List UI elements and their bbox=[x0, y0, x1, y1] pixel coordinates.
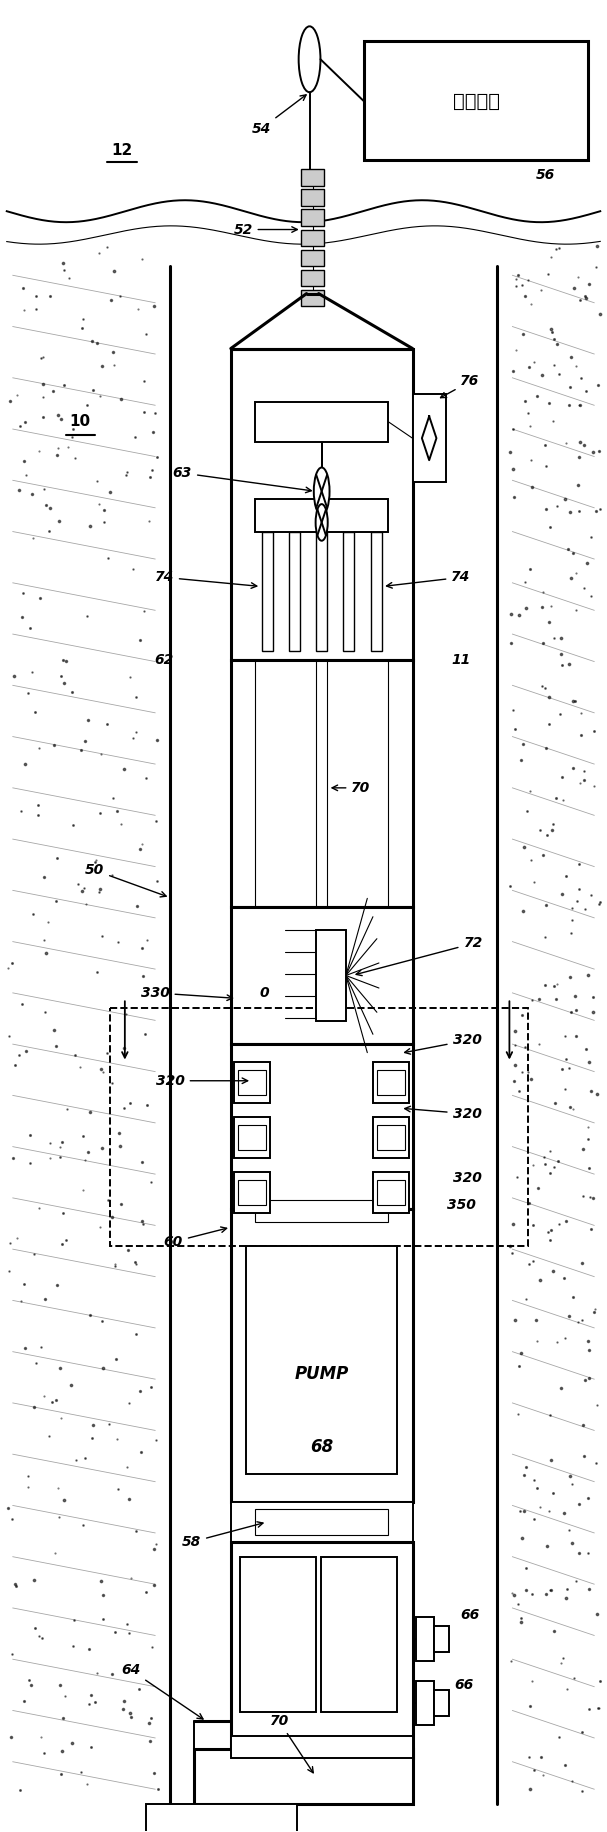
Bar bbox=[416, 1682, 434, 1726]
Text: 320: 320 bbox=[156, 1074, 248, 1088]
Bar bbox=[255, 1200, 388, 1222]
Text: 10: 10 bbox=[69, 414, 90, 429]
Bar bbox=[316, 531, 327, 650]
Bar bbox=[371, 531, 382, 650]
Text: 50: 50 bbox=[85, 863, 166, 898]
Bar bbox=[301, 189, 324, 205]
Text: 60: 60 bbox=[164, 1227, 226, 1249]
Circle shape bbox=[314, 467, 330, 515]
Bar bbox=[238, 1070, 266, 1096]
Bar bbox=[110, 1008, 527, 1246]
Bar bbox=[373, 1172, 410, 1213]
Bar bbox=[238, 1180, 266, 1205]
Text: 330: 330 bbox=[141, 986, 232, 1000]
Bar bbox=[289, 531, 300, 650]
Bar bbox=[255, 401, 388, 442]
Text: 58: 58 bbox=[182, 1522, 263, 1550]
Text: 350: 350 bbox=[447, 1198, 475, 1213]
Text: 11: 11 bbox=[452, 652, 470, 667]
Bar bbox=[373, 1118, 410, 1158]
Bar bbox=[378, 1125, 405, 1150]
Text: 72: 72 bbox=[356, 936, 483, 976]
Bar bbox=[378, 1180, 405, 1205]
Bar bbox=[231, 907, 413, 1044]
Bar bbox=[344, 531, 354, 650]
Text: 66: 66 bbox=[461, 1608, 480, 1623]
Bar bbox=[434, 1627, 449, 1652]
Text: 64: 64 bbox=[121, 1663, 203, 1718]
Text: 54: 54 bbox=[251, 95, 306, 136]
Text: 68: 68 bbox=[310, 1438, 333, 1456]
Text: 62: 62 bbox=[155, 652, 174, 667]
Bar bbox=[231, 1209, 413, 1502]
Bar bbox=[231, 1543, 413, 1759]
Bar bbox=[364, 40, 588, 159]
Bar bbox=[231, 1502, 413, 1543]
Bar bbox=[234, 1118, 270, 1158]
Text: 76: 76 bbox=[441, 374, 480, 398]
Bar bbox=[234, 1172, 270, 1213]
Bar bbox=[146, 1805, 297, 1832]
Bar bbox=[301, 209, 324, 225]
Text: 320: 320 bbox=[453, 1171, 481, 1185]
Bar bbox=[240, 1557, 316, 1713]
Text: 56: 56 bbox=[536, 167, 555, 181]
Bar bbox=[378, 1070, 405, 1096]
Text: 66: 66 bbox=[455, 1678, 473, 1693]
Polygon shape bbox=[422, 416, 436, 460]
Text: 320: 320 bbox=[405, 1107, 481, 1121]
Text: PUMP: PUMP bbox=[294, 1365, 349, 1383]
Polygon shape bbox=[231, 293, 413, 348]
Bar bbox=[246, 1246, 398, 1475]
Bar bbox=[321, 1557, 398, 1713]
Bar bbox=[231, 348, 413, 660]
Bar bbox=[373, 1063, 410, 1103]
Bar bbox=[255, 498, 388, 531]
Circle shape bbox=[316, 504, 328, 540]
Bar bbox=[413, 394, 446, 482]
Text: 地面设备: 地面设备 bbox=[453, 92, 500, 112]
Bar bbox=[231, 660, 413, 907]
Bar bbox=[234, 1063, 270, 1103]
Bar bbox=[316, 929, 346, 1020]
Text: 70: 70 bbox=[332, 780, 371, 795]
Bar bbox=[301, 229, 324, 245]
Text: 70: 70 bbox=[270, 1715, 313, 1773]
Text: 12: 12 bbox=[111, 143, 132, 158]
Text: 74: 74 bbox=[387, 570, 470, 588]
Bar bbox=[434, 1691, 449, 1717]
Bar bbox=[416, 1618, 434, 1662]
Text: 0: 0 bbox=[259, 986, 269, 1000]
Text: 320: 320 bbox=[405, 1033, 481, 1053]
Bar bbox=[194, 1750, 413, 1805]
Bar bbox=[255, 1510, 388, 1535]
Text: 74: 74 bbox=[155, 570, 257, 588]
Bar bbox=[231, 1044, 413, 1209]
Circle shape bbox=[299, 26, 320, 92]
Bar bbox=[238, 1125, 266, 1150]
Text: 63: 63 bbox=[173, 465, 311, 493]
Bar bbox=[231, 1737, 413, 1759]
Bar bbox=[301, 289, 324, 306]
Bar bbox=[301, 249, 324, 266]
Bar bbox=[262, 531, 273, 650]
Bar bbox=[301, 269, 324, 286]
Bar bbox=[301, 169, 324, 185]
Text: 52: 52 bbox=[233, 222, 297, 236]
